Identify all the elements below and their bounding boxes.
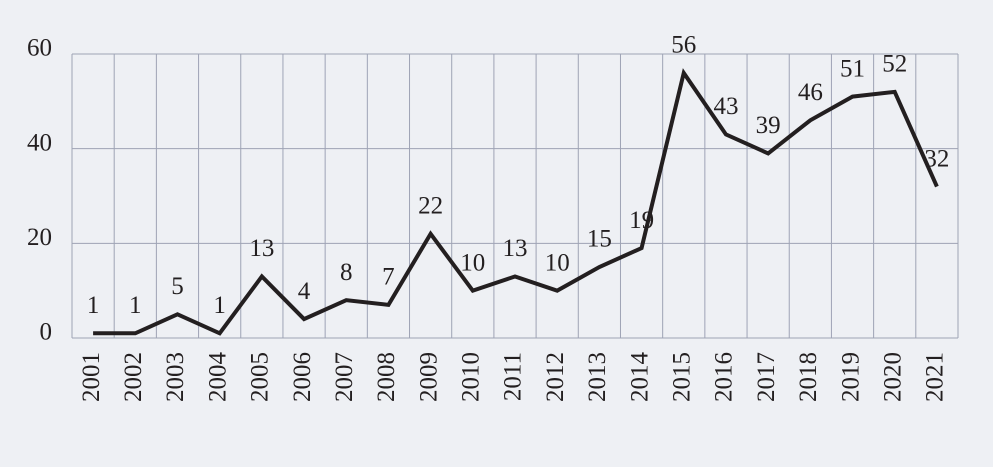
x-tick-label: 2013 — [584, 352, 611, 402]
data-label: 22 — [418, 193, 443, 220]
y-tick-label: 20 — [27, 224, 52, 251]
data-label: 1 — [213, 292, 226, 319]
data-label: 32 — [924, 145, 949, 172]
data-label: 1 — [87, 292, 100, 319]
data-label: 1 — [129, 292, 142, 319]
data-label: 10 — [545, 249, 570, 276]
data-label: 8 — [340, 259, 353, 286]
x-tick-label: 2018 — [795, 352, 822, 402]
data-label: 13 — [249, 235, 274, 262]
data-label: 10 — [460, 249, 485, 276]
x-tick-label: 2011 — [500, 352, 527, 401]
x-tick-label: 2001 — [78, 352, 105, 402]
data-label: 43 — [713, 93, 738, 120]
data-label: 52 — [882, 51, 907, 78]
data-label: 56 — [671, 32, 696, 59]
x-tick-label: 2007 — [331, 352, 358, 402]
x-tick-label: 2019 — [837, 352, 864, 402]
data-line — [93, 68, 939, 336]
x-tick-label: 2006 — [289, 352, 316, 402]
x-tick-label: 2012 — [542, 352, 569, 402]
data-label: 7 — [382, 264, 395, 291]
x-tick-label: 2009 — [415, 352, 442, 402]
x-tick-label: 2017 — [753, 352, 780, 402]
x-tick-label: 2005 — [247, 352, 274, 402]
x-tick-label: 2008 — [373, 352, 400, 402]
data-label: 51 — [840, 55, 865, 82]
x-tick-label: 2002 — [120, 352, 147, 402]
x-tick-label: 2010 — [458, 352, 485, 402]
data-label: 4 — [298, 278, 311, 305]
y-tick-label: 60 — [27, 35, 52, 62]
x-tick-label: 2015 — [668, 352, 695, 402]
data-label: 19 — [629, 207, 654, 234]
x-tick-label: 2003 — [162, 352, 189, 402]
x-tick-label: 2004 — [204, 352, 231, 403]
data-label: 5 — [171, 273, 184, 300]
x-tick-label: 2020 — [879, 352, 906, 402]
y-tick-label: 0 — [40, 319, 53, 346]
x-tick-label: 2014 — [626, 352, 653, 403]
data-label: 15 — [587, 226, 612, 253]
x-tick-label: 2016 — [711, 352, 738, 402]
x-tick-label: 2021 — [922, 352, 949, 402]
data-label: 46 — [798, 79, 823, 106]
data-label: 13 — [503, 235, 528, 262]
data-label: 39 — [756, 112, 781, 139]
y-tick-label: 40 — [27, 129, 52, 156]
